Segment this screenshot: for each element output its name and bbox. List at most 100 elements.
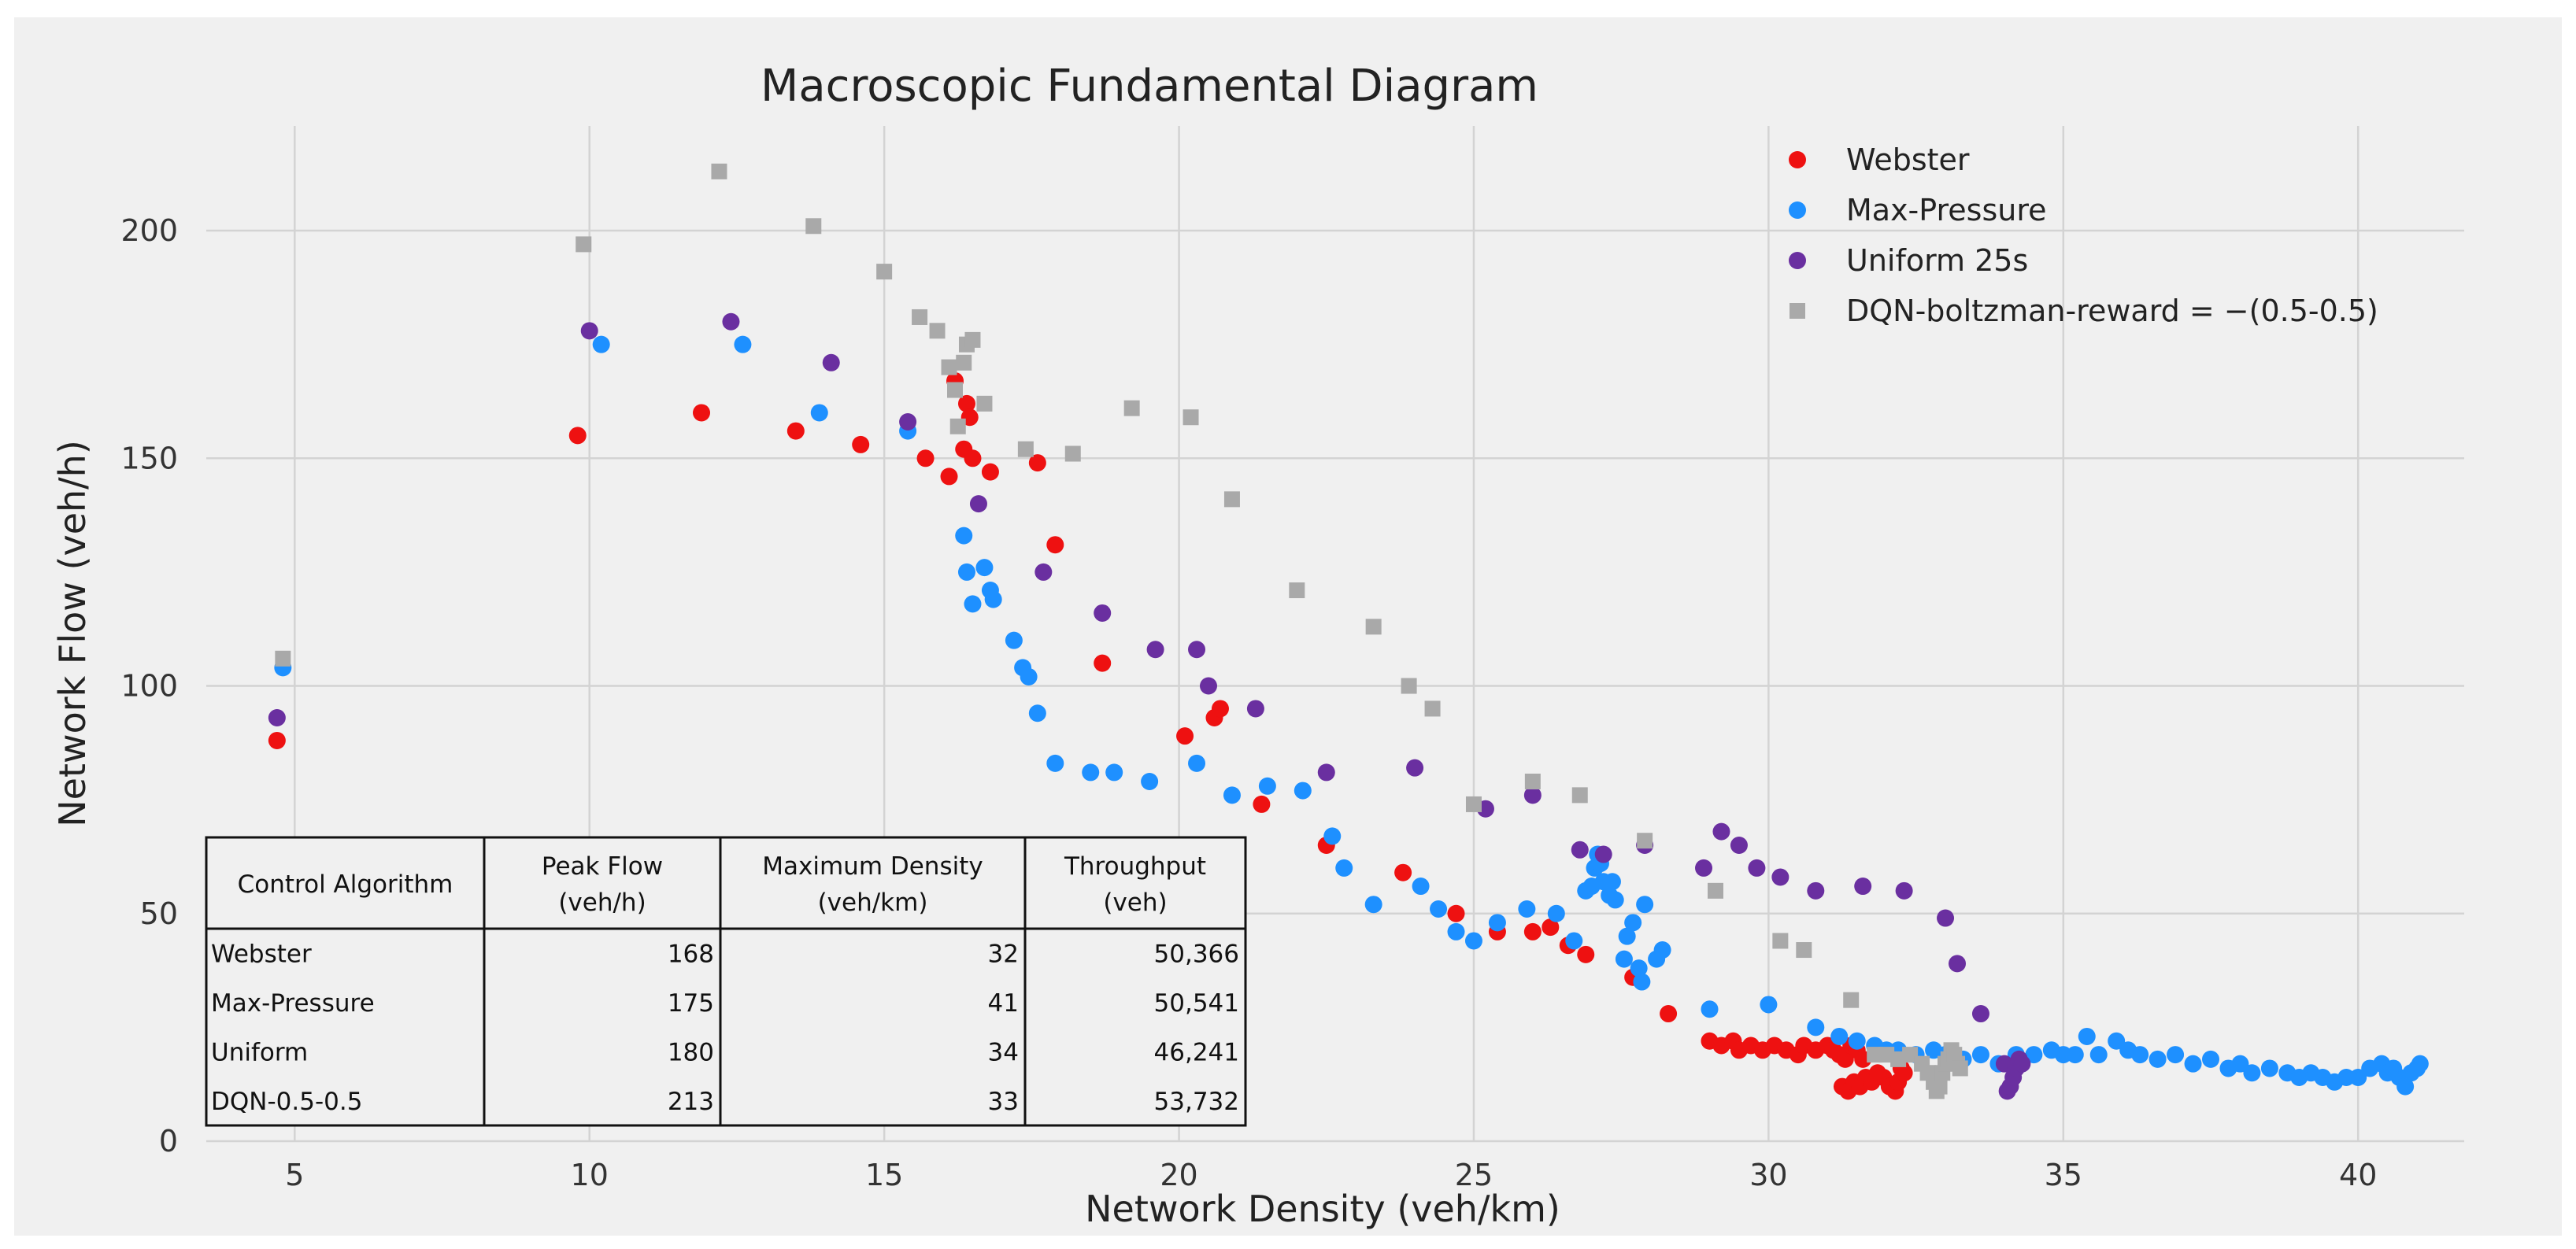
data-point [711,163,727,179]
legend-label: Max-Pressure [1846,193,2047,227]
table-header-cell: (veh/km) [818,889,928,917]
data-point [1796,942,1812,959]
y-tick-label: 150 [120,441,178,475]
data-point [1615,950,1633,968]
data-point [1141,773,1159,791]
data-point [2149,1050,2167,1068]
data-point [734,335,752,353]
data-point [1064,445,1081,462]
data-point [1335,859,1353,877]
series-0 [268,371,1913,1100]
table-cell: 34 [988,1038,1019,1066]
data-point [1606,891,1624,909]
legend-label: Uniform 25s [1846,243,2028,278]
data-point [1603,873,1621,891]
data-point [964,449,982,467]
chart-title: Macroscopic Fundamental Diagram [761,61,1538,112]
table-cell: 180 [668,1038,714,1066]
data-point [1748,859,1766,877]
data-point [1895,1064,1913,1082]
table-header-cell: Control Algorithm [238,870,453,899]
data-point [693,404,711,422]
table-cell: 41 [988,989,1019,1018]
data-point [1524,774,1541,790]
data-point [1323,827,1342,845]
data-point [1701,1000,1719,1018]
series-2 [268,312,2031,1100]
data-point [912,309,928,325]
data-point [1695,859,1713,877]
data-point [1971,1046,1989,1064]
data-point [2078,1027,2096,1045]
data-point [2411,1055,2429,1073]
x-tick-label: 5 [285,1158,304,1192]
table-header-cell: (veh/h) [558,889,646,917]
data-point [1424,700,1441,717]
data-point [1547,904,1565,922]
data-point [1618,927,1636,945]
data-point [1660,1005,1678,1023]
data-point [2231,1055,2249,1073]
table-cell: 50,366 [1154,940,1239,968]
data-point [2184,1055,2202,1073]
data-point [1971,1005,1989,1023]
x-tick-label: 40 [2339,1158,2377,1192]
data-point [576,236,592,253]
table-frame [205,836,1247,1127]
data-point [1005,631,1023,649]
data-point [1211,700,1229,718]
data-point [1807,881,1825,900]
data-point [1094,654,1112,672]
data-point [1394,863,1412,881]
data-point [2396,1077,2415,1096]
x-axis-ticks: 5 10 15 20 25 30 35 40 [285,1158,2377,1192]
data-point [1730,836,1748,854]
data-point [1488,914,1506,932]
data-point [1895,881,1913,900]
data-point [941,359,957,375]
data-point [929,323,946,339]
table-cell: 168 [668,940,714,968]
data-point [1094,604,1112,622]
data-point [1636,896,1654,914]
data-point [1624,914,1642,932]
data-point [949,418,966,434]
data-point [1246,700,1264,718]
y-tick-label: 0 [159,1124,178,1158]
data-point [964,595,982,613]
data-point [2260,1059,2278,1077]
data-point [1317,763,1335,782]
data-point [1571,841,1589,859]
x-tick-label: 15 [865,1158,903,1192]
legend-marker [1789,151,1806,168]
data-point [1188,754,1206,772]
series-3 [275,163,1968,1099]
legend-label: Webster [1846,142,1970,177]
legend: Webster Max-Pressure Uniform 25s DQN-boltzm… [1789,142,2378,328]
data-point [1854,878,1872,896]
data-point [955,527,973,545]
data-point [1807,1018,1825,1037]
data-point [1223,786,1241,804]
legend-marker [1789,252,1806,269]
data-point [1464,932,1482,950]
data-point [1223,491,1240,508]
data-point [1772,933,1789,949]
table-cell: 175 [668,989,714,1018]
data-point [947,382,964,398]
data-point [2167,1046,2185,1064]
data-point [2108,1032,2126,1050]
data-point [1258,777,1276,795]
data-point [975,559,994,577]
y-tick-label: 50 [140,896,178,931]
data-point [1653,941,1671,959]
data-point [1577,945,1595,963]
legend-marker [1790,303,1805,319]
data-point [1571,787,1588,804]
data-point [964,331,981,348]
data-point [1771,868,1790,886]
data-point [1176,727,1194,745]
data-point [1836,1050,1854,1068]
data-point [1412,878,1430,896]
